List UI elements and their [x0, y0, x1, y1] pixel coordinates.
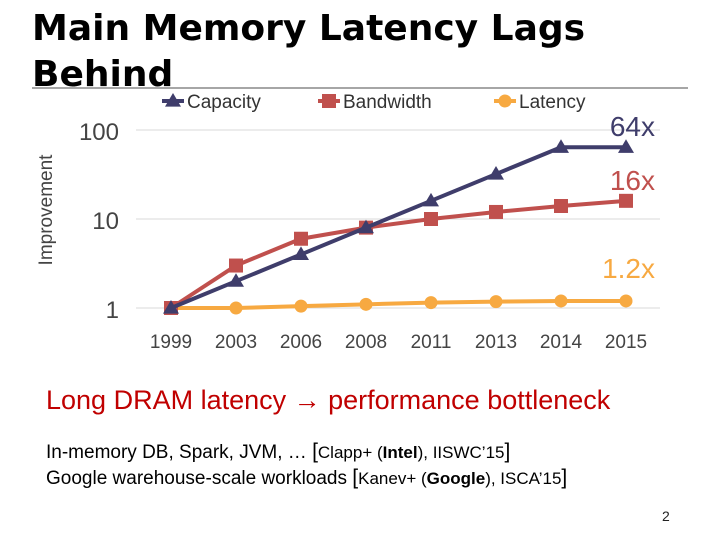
annotation-bandwidth: 16x	[610, 165, 655, 196]
legend-label-bandwidth: Bandwidth	[343, 92, 432, 113]
annotation-latency: 1.2x	[602, 253, 655, 284]
title-divider	[32, 87, 688, 89]
x-tick-label: 1999	[150, 332, 192, 353]
data-point-bandwidth	[229, 258, 243, 273]
data-point-capacity	[553, 139, 569, 153]
line2-cite-open: [	[352, 466, 359, 489]
data-point-capacity	[293, 246, 309, 261]
data-point-latency	[359, 297, 373, 311]
data-point-capacity	[358, 219, 374, 234]
x-tick-label: 2011	[411, 332, 452, 353]
line2-cite-authors: Kanev+ (	[358, 469, 427, 488]
line2-text: Google warehouse-scale workloads	[46, 468, 347, 489]
data-point-latency	[489, 295, 503, 309]
data-point-capacity	[163, 300, 179, 314]
legend-marker-latency	[498, 94, 512, 108]
series-line-latency	[171, 298, 626, 310]
data-point-bandwidth	[424, 212, 438, 226]
legend-marker-capacity	[165, 93, 181, 107]
y-tick-label: 1	[106, 297, 119, 324]
x-tick-label: 2013	[475, 332, 517, 353]
data-point-capacity	[618, 139, 634, 153]
y-tick-label: 10	[92, 208, 119, 235]
data-point-latency	[619, 294, 633, 308]
annotation-capacity: 64x	[610, 111, 655, 142]
series-line-bandwidth	[169, 198, 627, 310]
y-axis-label: Improvement	[36, 154, 57, 266]
x-tick-label: 2003	[215, 332, 257, 353]
line1-cite-authors: Clapp+ (	[317, 443, 383, 462]
data-point-latency	[424, 296, 438, 310]
line2-cite-org: Google	[426, 469, 486, 488]
y-tick-label: 100	[79, 119, 119, 146]
data-point-capacity	[423, 192, 439, 207]
bullet-line-1: In-memory DB, Spark, JVM, … [Clapp+ (Int…	[46, 440, 510, 464]
data-point-latency	[554, 294, 568, 308]
data-point-bandwidth	[294, 231, 308, 246]
line1-cite-org: Intel	[382, 443, 418, 462]
line1-cite-rest: ), IISWC’15	[417, 443, 505, 462]
x-tick-label: 2015	[605, 332, 647, 353]
line2-cite-close: ]	[561, 466, 568, 489]
legend-label-capacity: Capacity	[187, 92, 261, 113]
x-tick-label: 2014	[540, 332, 583, 353]
bullet-line-2: Google warehouse-scale workloads [Kanev+…	[46, 466, 567, 490]
data-point-capacity	[488, 166, 504, 180]
line1-text: In-memory DB, Spark, JVM, …	[46, 442, 307, 463]
x-tick-label: 2008	[345, 332, 387, 353]
series-line-capacity	[170, 145, 626, 310]
slide-title: Main Memory Latency Lags Behind	[32, 8, 586, 95]
line2-cite-rest: ), ISCA’15	[485, 469, 562, 488]
data-point-bandwidth	[619, 193, 633, 208]
line-chart: 1 10 100 Improvement 1999 2003 2006 2008 2011 201…	[36, 92, 660, 353]
line1-cite-open: [	[312, 440, 318, 463]
data-point-bandwidth	[554, 198, 568, 213]
subheading: Long DRAM latency → performance bottlene…	[46, 385, 611, 415]
legend-label-latency: Latency	[519, 92, 586, 113]
data-point-latency	[229, 301, 243, 315]
x-tick-label: 2006	[280, 332, 322, 353]
legend-marker-bandwidth	[322, 94, 336, 108]
line1-cite-close: ]	[504, 440, 511, 463]
data-point-capacity	[228, 273, 244, 287]
data-point-latency	[294, 299, 308, 313]
page-number: 2	[662, 508, 670, 524]
data-point-bandwidth	[489, 204, 503, 219]
